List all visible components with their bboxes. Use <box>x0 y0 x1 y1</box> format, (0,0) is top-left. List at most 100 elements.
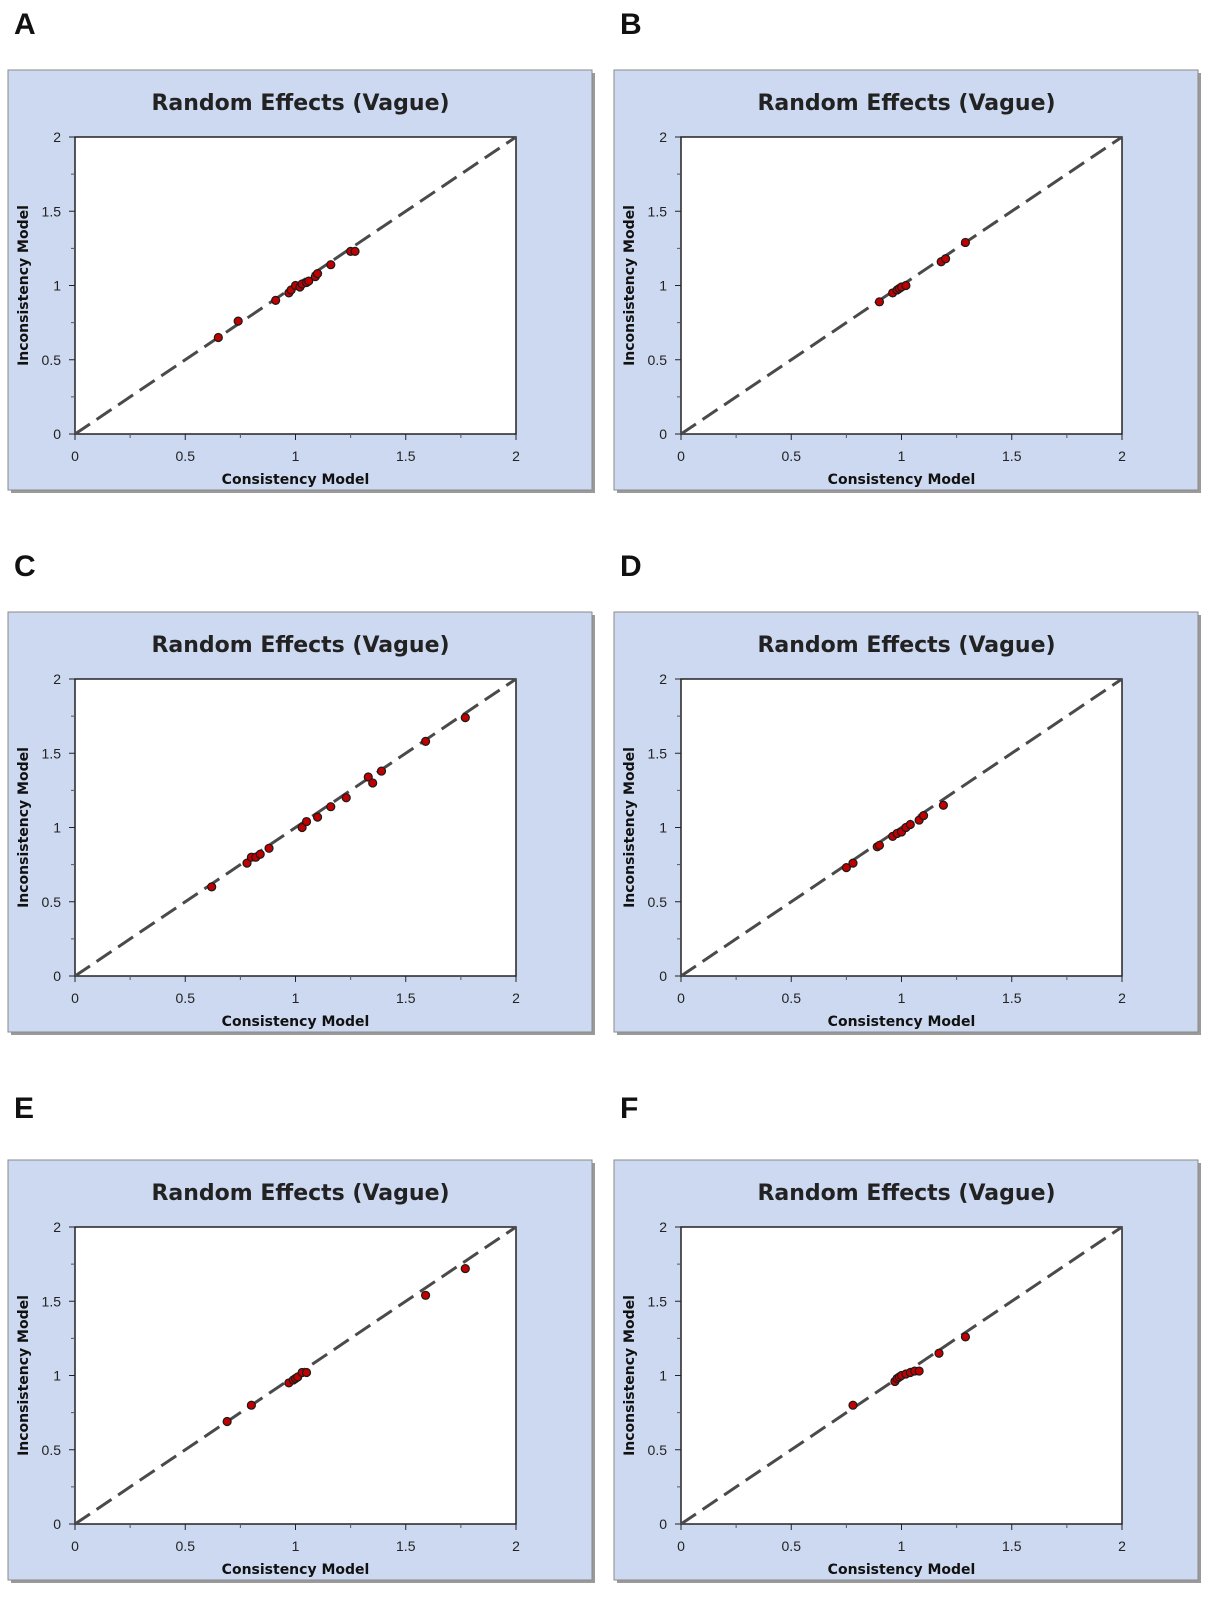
y-tick-label: 0 <box>659 426 667 442</box>
x-tick-label: 2 <box>512 1538 520 1554</box>
y-tick-label: 1 <box>659 820 667 836</box>
x-tick-label: 0.5 <box>782 448 802 464</box>
y-tick-label: 0 <box>659 1516 667 1532</box>
y-tick-label: 1 <box>53 278 61 294</box>
x-tick-label: 0 <box>71 448 79 464</box>
panel-letter: C <box>14 550 36 583</box>
chart-title: Random Effects (Vague) <box>151 91 449 116</box>
x-axis-label: Consistency Model <box>222 472 370 488</box>
data-point <box>242 858 252 868</box>
panel-letter: A <box>14 8 36 41</box>
panel-a: A Random Effects (Vague) 0 0.5 1 1.5 2 0 0.5 1 1.… <box>0 0 600 530</box>
x-axis-label: Consistency Model <box>828 472 976 488</box>
data-point <box>326 802 336 812</box>
y-tick-label: 1.5 <box>648 203 668 219</box>
x-tick-label: 1 <box>898 448 906 464</box>
scatter-chart: Random Effects (Vague) 0 0.5 1 1.5 2 0 0.5 1 1.5 2… <box>613 611 1201 1035</box>
data-point <box>941 254 951 264</box>
x-tick-label: 1 <box>898 1538 906 1554</box>
panel-e: E Random Effects (Vague) 0 0.5 1 1.5 2 0 0.5 1 1.… <box>0 1080 600 1610</box>
data-point <box>326 260 336 270</box>
x-tick-label: 1 <box>898 990 906 1006</box>
x-tick-label: 1 <box>292 448 300 464</box>
y-tick-label: 0 <box>53 1516 61 1532</box>
data-point <box>297 822 307 833</box>
scatter-chart: Random Effects (Vague) 0 0.5 1 1.5 2 0 0.5 1 1.5 2… <box>7 69 595 493</box>
x-axis-label: Consistency Model <box>222 1014 370 1030</box>
y-axis-label: Inconsistency Model <box>622 747 638 908</box>
data-point <box>460 1263 470 1274</box>
identity-line <box>74 677 517 978</box>
data-point <box>420 736 431 746</box>
y-tick-label: 0 <box>53 968 61 984</box>
data-point <box>264 843 274 853</box>
x-tick-label: 2 <box>1118 990 1126 1006</box>
panel-letter: B <box>620 8 642 41</box>
y-axis-label: Inconsistency Model <box>16 205 32 366</box>
data-point <box>848 1400 858 1410</box>
data-point <box>363 772 373 782</box>
y-tick-label: 1 <box>659 1368 667 1384</box>
panel-b: B Random Effects (Vague) 0 0.5 1 1.5 2 0 0.5 1 1.… <box>606 0 1206 530</box>
data-point <box>255 849 265 859</box>
y-tick-label: 1 <box>53 820 61 836</box>
data-point <box>874 840 885 850</box>
data-point <box>222 1416 232 1427</box>
y-tick-label: 1 <box>659 278 667 294</box>
data-point <box>207 882 217 892</box>
y-tick-label: 0 <box>659 968 667 984</box>
x-tick-label: 0 <box>677 1538 685 1554</box>
y-tick-label: 1.5 <box>648 1293 668 1309</box>
x-tick-label: 1.5 <box>1002 990 1022 1006</box>
y-axis-label: Inconsistency Model <box>622 205 638 366</box>
data-point <box>246 1400 256 1410</box>
x-tick-label: 0 <box>677 990 685 1006</box>
x-tick-label: 1 <box>292 990 300 1006</box>
y-axis-label: Inconsistency Model <box>16 1295 32 1456</box>
data-point <box>420 1290 431 1300</box>
x-tick-label: 0.5 <box>176 1538 196 1554</box>
data-point <box>460 713 470 723</box>
y-tick-label: 1.5 <box>42 203 62 219</box>
y-axis-label: Inconsistency Model <box>622 1295 638 1456</box>
scatter-chart: Random Effects (Vague) 0 0.5 1 1.5 2 0 0.5 1 1.5 2… <box>7 1159 595 1583</box>
y-tick-label: 2 <box>659 671 667 687</box>
y-tick-label: 2 <box>53 671 61 687</box>
y-tick-label: 0 <box>53 426 61 442</box>
x-tick-label: 0 <box>71 1538 79 1554</box>
y-tick-label: 2 <box>53 1219 61 1235</box>
x-tick-label: 1.5 <box>1002 1538 1022 1554</box>
y-tick-label: 1.5 <box>42 745 62 761</box>
x-tick-label: 2 <box>1118 448 1126 464</box>
y-tick-label: 0.5 <box>648 1442 668 1458</box>
x-tick-label: 2 <box>512 448 520 464</box>
chart-title: Random Effects (Vague) <box>151 633 449 658</box>
data-point <box>914 1366 924 1376</box>
data-point <box>350 246 360 256</box>
x-tick-label: 1 <box>292 1538 300 1554</box>
data-point <box>960 237 971 248</box>
x-tick-label: 0 <box>71 990 79 1006</box>
y-tick-label: 0.5 <box>42 894 62 910</box>
y-tick-label: 2 <box>53 129 61 145</box>
data-point <box>312 269 323 279</box>
x-tick-label: 0.5 <box>782 1538 802 1554</box>
scatter-chart: Random Effects (Vague) 0 0.5 1 1.5 2 0 0.5 1 1.5 2… <box>613 69 1201 493</box>
panel-letter: D <box>620 550 642 583</box>
chart-title: Random Effects (Vague) <box>151 1181 449 1206</box>
x-tick-label: 1.5 <box>1002 448 1022 464</box>
data-point <box>271 295 281 305</box>
x-tick-label: 1.5 <box>396 1538 416 1554</box>
x-tick-label: 2 <box>1118 1538 1126 1554</box>
panel-letter: F <box>620 1092 639 1125</box>
data-point <box>213 332 223 343</box>
data-point <box>304 276 314 286</box>
y-tick-label: 0.5 <box>42 352 62 368</box>
x-axis-label: Consistency Model <box>828 1014 976 1030</box>
x-tick-label: 0 <box>677 448 685 464</box>
scatter-chart: Random Effects (Vague) 0 0.5 1 1.5 2 0 0.5 1 1.5 2… <box>613 1159 1201 1583</box>
data-point <box>960 1332 971 1342</box>
y-tick-label: 1.5 <box>42 1293 62 1309</box>
data-point <box>874 297 885 307</box>
y-tick-label: 2 <box>659 129 667 145</box>
